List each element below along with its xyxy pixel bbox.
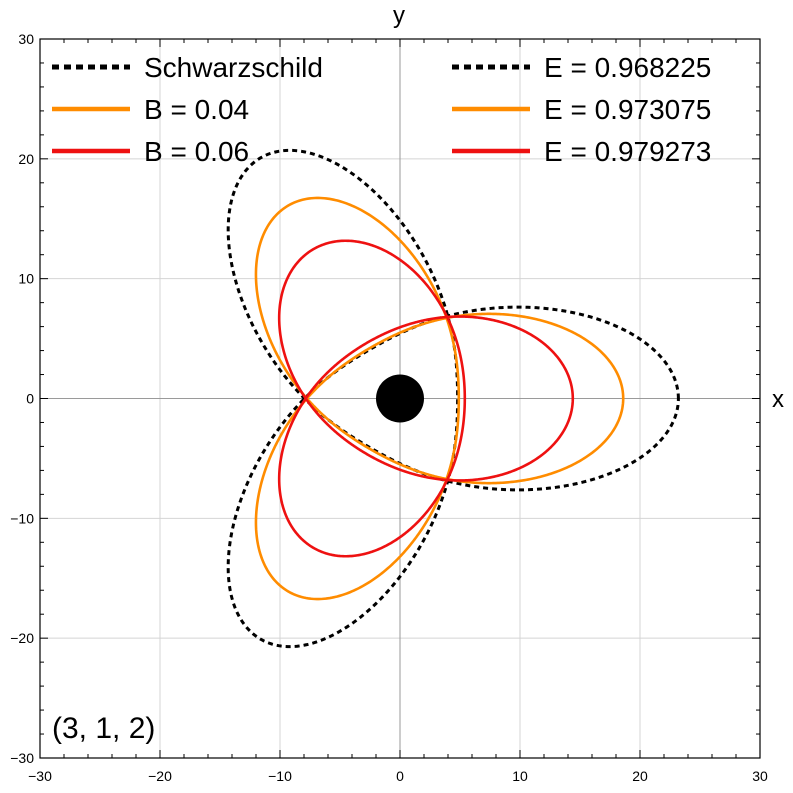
y-tick-label: 30: [18, 31, 34, 47]
orbit-annotation: (3, 1, 2): [52, 712, 155, 745]
x-tick-label: −30: [28, 768, 52, 784]
black-hole-layer: [376, 374, 424, 423]
legend-label-right-2: E = 0.979273: [544, 136, 711, 167]
legend-label-right-0: E = 0.968225: [544, 52, 711, 83]
legend-label-left-2: B = 0.06: [144, 136, 249, 167]
x-tick-label: 10: [512, 768, 528, 784]
legend-label-left-1: B = 0.04: [144, 94, 249, 125]
legend: Schwarzschild B = 0.04 B = 0.06 E = 0.96822…: [52, 52, 711, 167]
y-tick-label: 0: [26, 391, 34, 407]
frame: [39, 38, 761, 759]
x-tick-label: −10: [268, 768, 292, 784]
x-tick-label: 0: [396, 768, 404, 784]
orbit-b-0-04: [254, 196, 625, 601]
y-axis-label: y: [393, 2, 405, 29]
legend-label-right-1: E = 0.973075: [544, 94, 711, 125]
tick-labels: −30 −20 −10 0 10 20 30 −30 −20 −10 0 10 20 30: [10, 31, 768, 784]
black-hole: [376, 374, 424, 423]
x-tick-label: −20: [148, 768, 172, 784]
x-axis-label: x: [772, 386, 784, 413]
y-tick-label: −30: [10, 750, 34, 766]
series-layer: [226, 148, 680, 649]
y-tick-label: −10: [10, 510, 34, 526]
x-tick-label: 20: [632, 768, 648, 784]
y-tick-label: 10: [18, 271, 34, 287]
y-tick-label: −20: [10, 630, 34, 646]
y-tick-label: 20: [18, 151, 34, 167]
x-tick-label: 30: [752, 768, 768, 784]
legend-label-left-0: Schwarzschild: [144, 52, 323, 83]
orbit-b-0-06: [277, 239, 575, 558]
